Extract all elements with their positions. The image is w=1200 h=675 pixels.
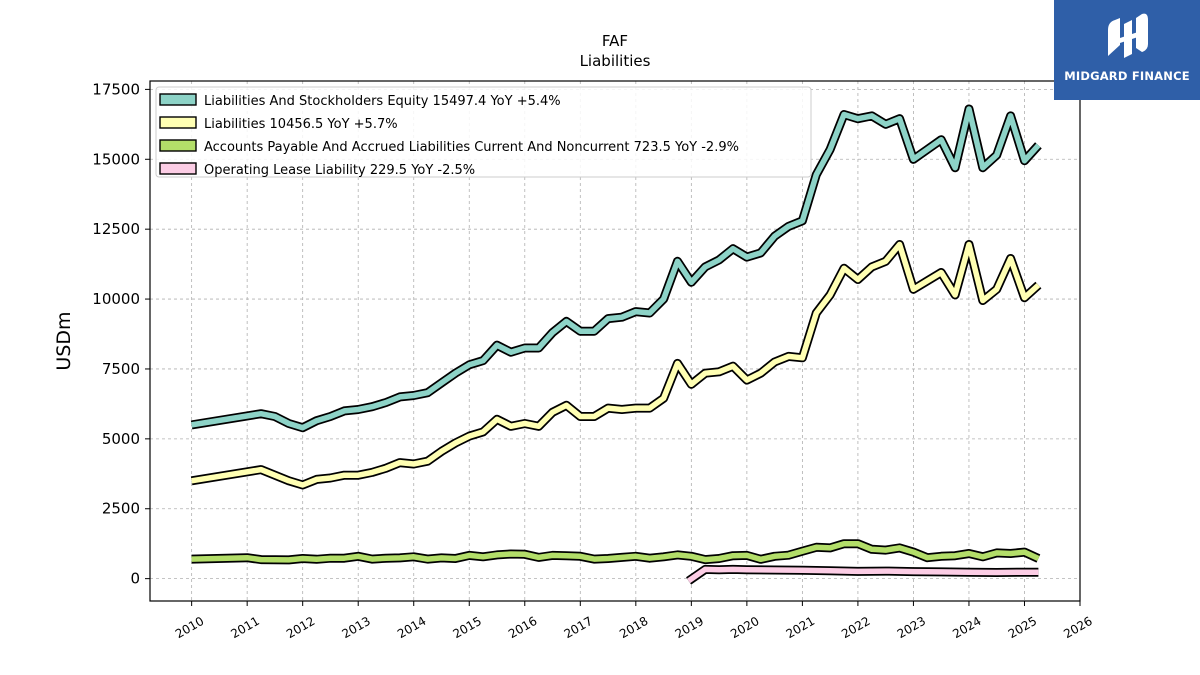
y-tick-label: 17500 <box>92 80 140 98</box>
series-line-1 <box>191 241 1041 488</box>
x-tick-label: 2016 <box>506 614 539 641</box>
plot-frame <box>149 80 1081 602</box>
x-tick-label: 2023 <box>895 614 928 641</box>
legend: Liabilities And Stockholders Equity 1549… <box>155 86 812 178</box>
series-line-2 <box>191 540 1040 563</box>
legend-label: Liabilities 10456.5 YoY +5.7% <box>204 117 398 132</box>
y-axis-label: USDm <box>53 311 75 370</box>
y-tick-label: 5000 <box>102 430 140 448</box>
legend-label: Accounts Payable And Accrued Liabilities… <box>204 140 739 155</box>
x-tick-label: 2026 <box>1061 614 1094 641</box>
x-tick-label: 2012 <box>284 614 317 641</box>
brand-logo: MIDGARD FINANCE <box>1054 0 1200 100</box>
midgard-logo-icon <box>1108 13 1148 58</box>
x-tick-label: 2011 <box>228 614 261 641</box>
x-tick-label: 2010 <box>173 614 206 641</box>
y-tick-label: 15000 <box>92 150 140 168</box>
x-tick-label: 2020 <box>728 614 761 641</box>
series-layer <box>190 104 1042 585</box>
chart-title: FAF <box>601 32 629 50</box>
legend-swatch <box>159 93 197 106</box>
y-tick-label: 0 <box>130 570 140 588</box>
y-tick-label: 10000 <box>92 290 140 308</box>
y-tick-label: 12500 <box>92 220 140 238</box>
axis-layer: 0 2500 5000 7500 10000 12500 15000 17500 2010 201… <box>92 80 1094 641</box>
legend-swatch <box>159 116 197 129</box>
series-line-3 <box>687 566 1039 584</box>
x-tick-label: 2022 <box>839 614 872 641</box>
chart-subtitle: Liabilities <box>579 52 651 70</box>
x-tick-label: 2013 <box>339 614 372 641</box>
legend-label: Operating Lease Liability 229.5 YoY -2.5… <box>204 163 475 178</box>
series-line-0 <box>191 106 1041 431</box>
x-tick-label: 2021 <box>784 614 817 641</box>
legend-label: Liabilities And Stockholders Equity 1549… <box>204 94 561 109</box>
x-tick-label: 2014 <box>395 614 428 641</box>
y-tick-label: 7500 <box>102 360 140 378</box>
y-tick-label: 2500 <box>102 500 140 518</box>
x-tick-label: 2024 <box>950 614 983 641</box>
legend-swatch <box>159 139 197 152</box>
x-tick-label: 2018 <box>617 614 650 641</box>
x-tick-label: 2017 <box>562 614 595 641</box>
legend-swatch <box>159 162 197 175</box>
x-tick-label: 2015 <box>451 614 484 641</box>
x-tick-label: 2025 <box>1006 614 1039 641</box>
brand-name: MIDGARD FINANCE <box>1064 69 1190 83</box>
x-tick-label: 2019 <box>673 614 706 641</box>
